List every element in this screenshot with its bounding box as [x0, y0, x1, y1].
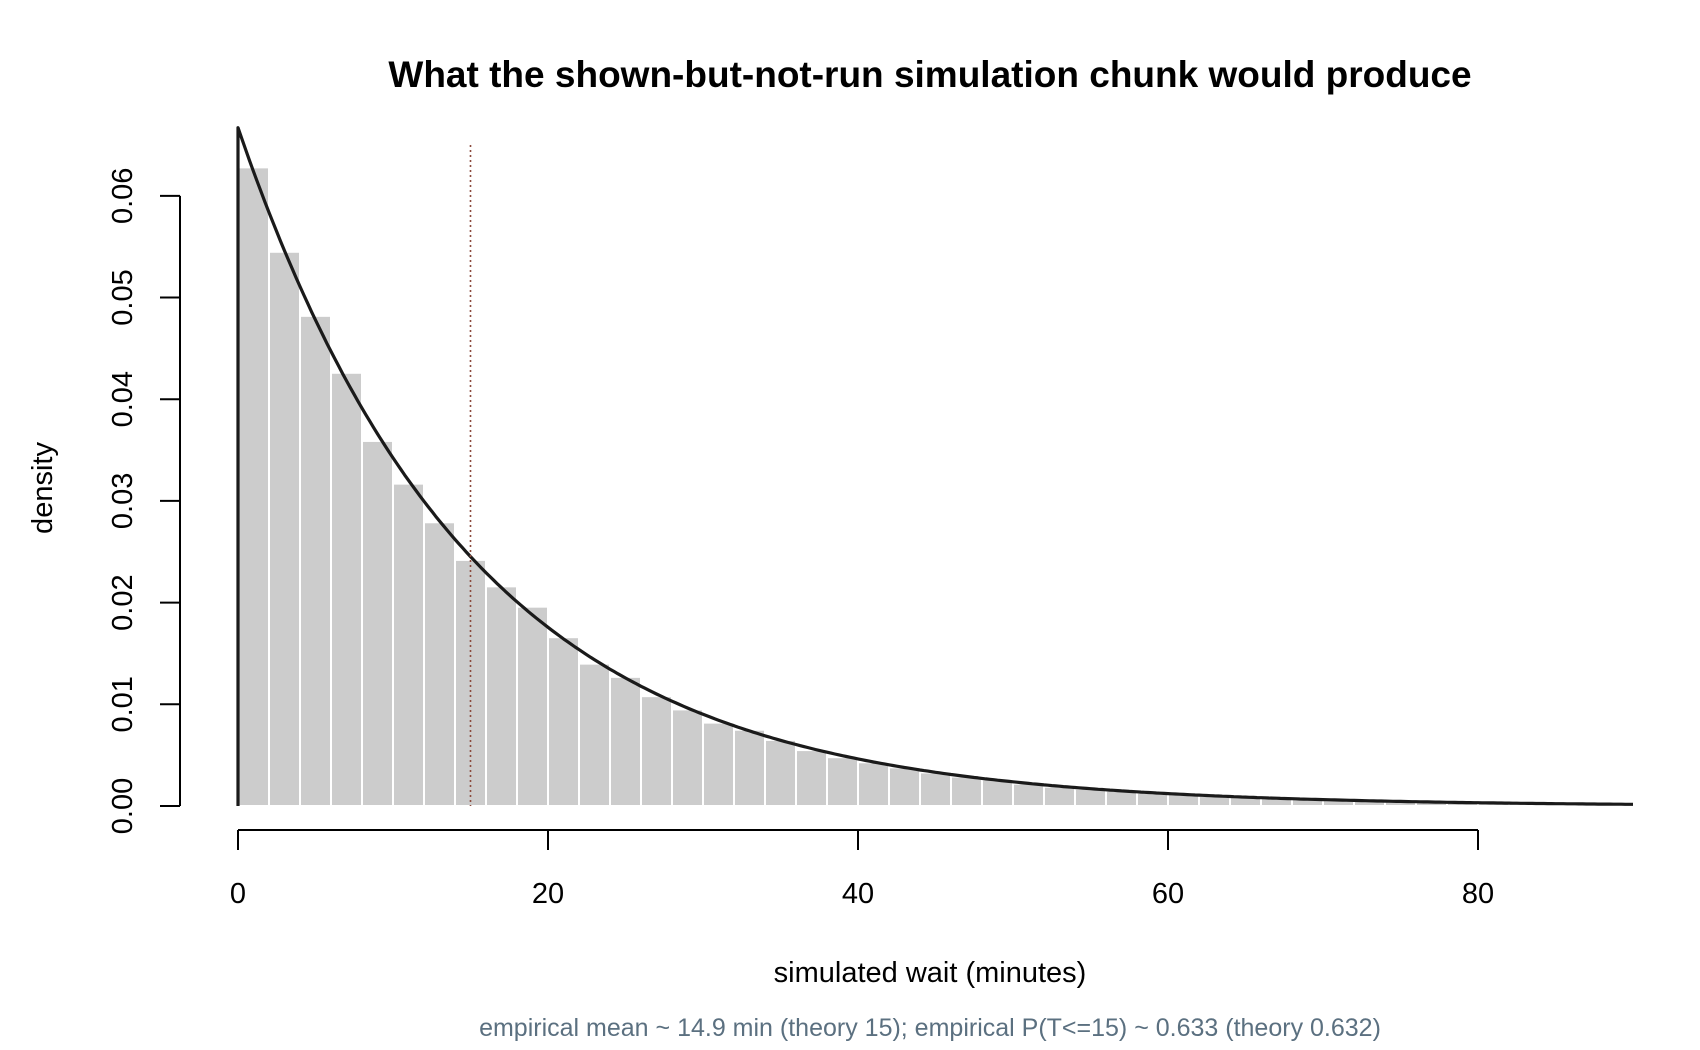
histogram-bar	[609, 675, 642, 807]
histogram-bar	[733, 728, 766, 808]
x-tick-label: 60	[1152, 878, 1184, 910]
histogram-bar	[857, 761, 890, 807]
histogram-bar	[671, 708, 704, 808]
x-tick-label: 40	[842, 878, 874, 910]
histogram-bar	[578, 662, 611, 808]
chart-subtitle: empirical mean ~ 14.9 min (theory 15); e…	[479, 1014, 1381, 1042]
histogram-bar	[299, 314, 332, 807]
histogram-bar	[764, 738, 797, 808]
x-axis-label: simulated wait (minutes)	[774, 957, 1087, 989]
y-tick-label: 0.03	[107, 473, 139, 529]
x-tick-label: 20	[532, 878, 564, 910]
density-curve	[236, 126, 1633, 806]
histogram-bar	[1012, 782, 1045, 807]
histogram-bar	[888, 766, 921, 808]
histogram-bars	[237, 166, 1634, 808]
histogram-bar	[826, 756, 859, 807]
histogram-bar	[268, 250, 301, 807]
histogram-bar	[392, 482, 425, 807]
density-curve-layer	[236, 126, 1633, 806]
histogram-bar	[547, 636, 580, 808]
x-tick-label: 0	[230, 878, 246, 910]
histogram-bar	[950, 775, 983, 807]
x-tick-label: 80	[1462, 878, 1494, 910]
y-tick-label: 0.01	[107, 676, 139, 732]
y-tick-label: 0.06	[107, 168, 139, 224]
histogram-bar	[640, 695, 673, 807]
histogram-bar	[361, 439, 394, 807]
y-tick-label: 0.02	[107, 574, 139, 630]
chart-title: What the shown-but-not-run simulation ch…	[388, 54, 1471, 95]
histogram-bar	[485, 585, 518, 807]
histogram-bar	[1074, 787, 1107, 807]
histogram-bar	[981, 778, 1014, 807]
x-axis: 0 20 40 60 80	[230, 829, 1494, 910]
y-tick-label: 0.00	[107, 778, 139, 834]
histogram-bar	[1043, 785, 1076, 808]
histogram-bar	[702, 721, 735, 807]
y-axis: 0.00 0.01 0.02 0.03 0.04 0.05 0.06	[107, 168, 181, 834]
histogram-bar	[330, 371, 363, 807]
histogram-bar	[919, 771, 952, 807]
histogram-bar	[237, 166, 270, 807]
histogram-bar	[795, 749, 828, 807]
y-tick-label: 0.04	[107, 371, 139, 427]
y-tick-label: 0.05	[107, 269, 139, 325]
histogram-bar	[423, 521, 456, 807]
y-axis-label: density	[27, 442, 59, 534]
histogram-bar	[516, 605, 549, 808]
